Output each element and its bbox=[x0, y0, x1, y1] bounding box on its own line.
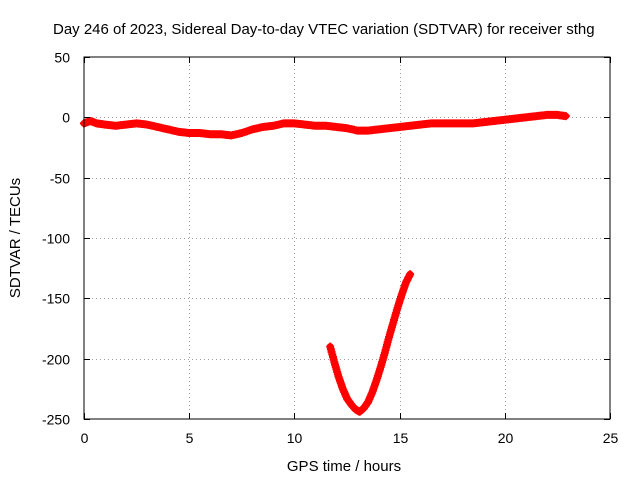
x-axis-label: GPS time / hours bbox=[287, 458, 401, 475]
series-main bbox=[80, 110, 570, 140]
plot-frame bbox=[83, 56, 611, 420]
y-tick-label: 0 bbox=[62, 110, 70, 126]
x-tick-label: 25 bbox=[603, 430, 619, 446]
x-tick-label: 0 bbox=[81, 430, 89, 446]
chart-title: Day 246 of 2023, Sidereal Day-to-day VTE… bbox=[53, 21, 595, 38]
data-point bbox=[561, 112, 570, 121]
x-tick-label: 20 bbox=[498, 430, 514, 446]
x-tick-label: 5 bbox=[186, 430, 194, 446]
series-excursion bbox=[326, 270, 415, 416]
ticks: 0 5 10 15 20 25 -250 -200 -150 -100 -50 0 50 bbox=[42, 50, 619, 447]
y-axis-label: SDTVAR / TECUs bbox=[7, 178, 24, 298]
y-tick-label: 50 bbox=[54, 50, 70, 66]
x-tick-label: 15 bbox=[393, 430, 409, 446]
grid bbox=[84, 57, 610, 419]
y-tick-label: -250 bbox=[42, 412, 70, 428]
y-tick-label: -100 bbox=[42, 231, 70, 247]
y-tick-label: -50 bbox=[50, 171, 70, 187]
y-tick-label: -200 bbox=[42, 352, 70, 368]
x-tick-label: 10 bbox=[287, 430, 303, 446]
data-point bbox=[406, 270, 415, 279]
y-tick-label: -150 bbox=[42, 291, 70, 307]
data-points bbox=[80, 110, 570, 416]
